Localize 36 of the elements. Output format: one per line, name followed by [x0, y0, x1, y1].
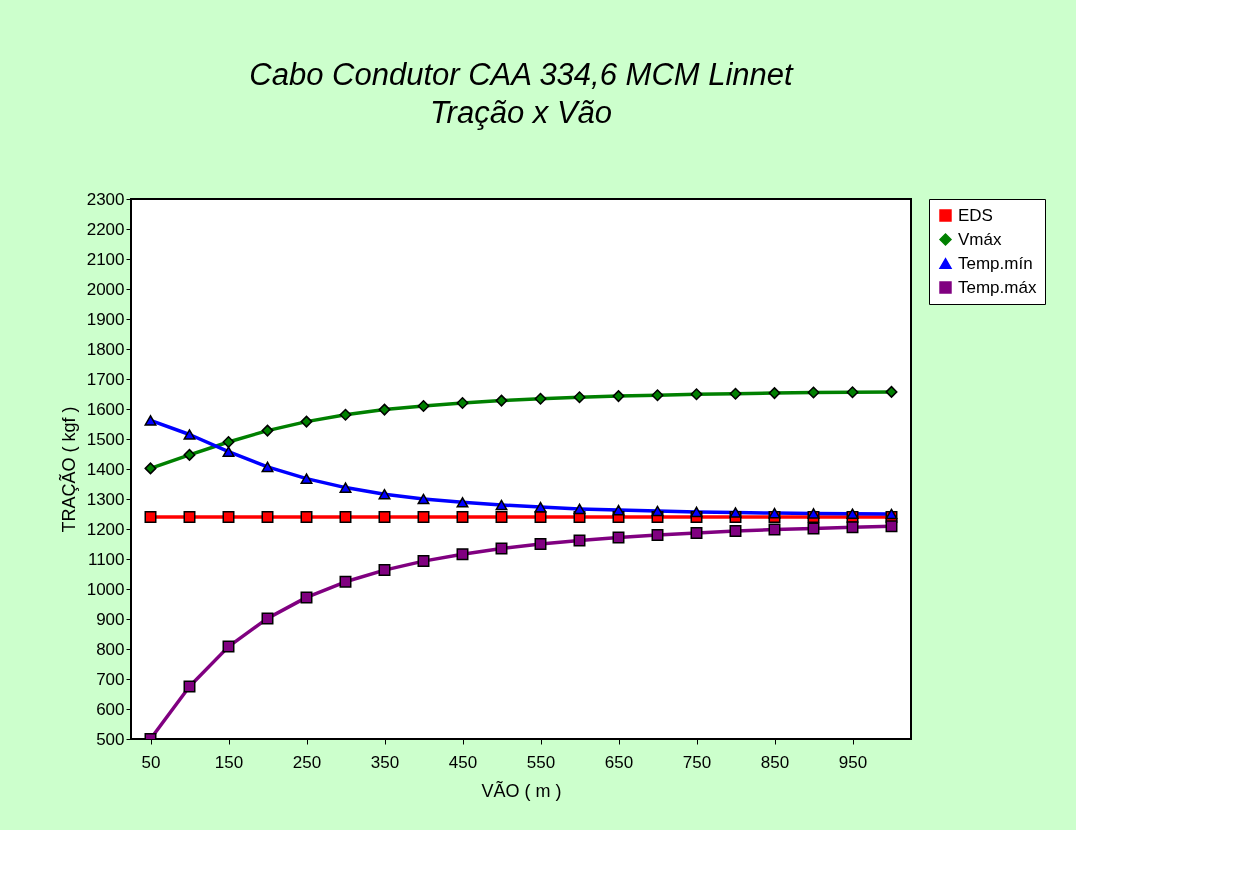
y-tick-label: 500	[96, 729, 125, 749]
y-tick-label: 1000	[86, 579, 125, 599]
y-tick-label: 2300	[86, 189, 125, 209]
y-tick-label: 1600	[86, 399, 125, 419]
x-tick-label: 650	[604, 752, 634, 772]
y-tick-label: 800	[96, 639, 125, 659]
y-tick-label: 1200	[86, 519, 125, 539]
y-axis-title: TRAÇÃO ( kgf )	[57, 406, 79, 533]
x-tick-label: 950	[838, 752, 868, 772]
x-tick-label: 550	[526, 752, 556, 772]
y-tick-label: 2000	[86, 279, 125, 299]
x-tick-label: 450	[448, 752, 478, 772]
y-tick-label: 1100	[87, 549, 125, 569]
x-tick-label: 50	[141, 752, 161, 772]
x-tick-label: 150	[214, 752, 244, 772]
y-tick-label: 2200	[86, 219, 125, 239]
y-tick-label: 1900	[86, 309, 125, 329]
y-tick-label: 1800	[86, 339, 125, 359]
chart-title: Cabo Condutor CAA 334,6 MCM Linnet Tração x Vão	[249, 57, 795, 130]
x-tick-label: 350	[370, 752, 400, 772]
legend-label: Temp.mín	[958, 253, 1033, 273]
y-tick-label: 700	[96, 669, 125, 689]
legend-label: Temp.máx	[958, 277, 1037, 297]
x-axis-title: VÃO ( m )	[481, 779, 562, 801]
y-tick-label: 1300	[86, 489, 125, 509]
y-tick-label: 1400	[86, 459, 125, 479]
legend-label: EDS	[958, 205, 993, 225]
y-tick-label: 900	[96, 609, 125, 629]
x-tick-label: 850	[760, 752, 790, 772]
y-tick-label: 1700	[86, 369, 125, 389]
y-tick-label: 1500	[86, 429, 125, 449]
x-tick-label: 750	[682, 752, 712, 772]
y-tick-label: 600	[96, 699, 125, 719]
legend-label: Vmáx	[958, 229, 1002, 249]
y-tick-label: 2100	[86, 249, 125, 269]
x-tick-label: 250	[292, 752, 322, 772]
